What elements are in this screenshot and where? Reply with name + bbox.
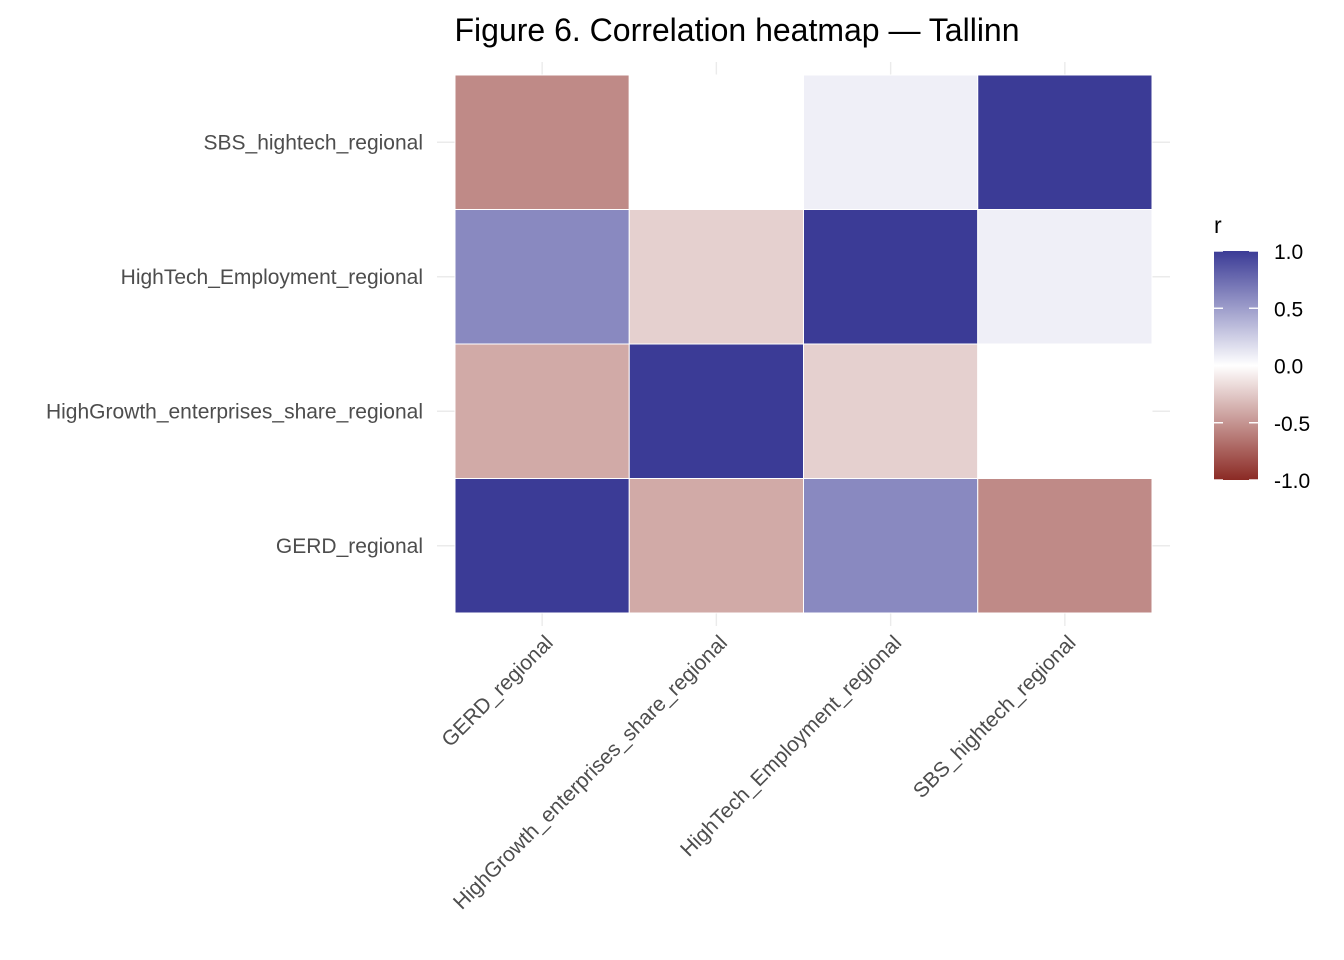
heatmap-cell <box>454 74 630 210</box>
y-axis-tick-labels: GERD_regional HighGrowth_enterprises_shar… <box>46 131 423 558</box>
heatmap-cell <box>803 74 979 210</box>
x-axis-tick-labels: GERD_regionalHighGrowth_enterprises_shar… <box>437 631 1080 914</box>
chart-title: Figure 6. Correlation heatmap — Tallinn <box>454 12 1019 48</box>
legend-tick-label: -1.0 <box>1274 470 1310 493</box>
legend-tick-label: 0.0 <box>1274 356 1303 379</box>
heatmap-cell <box>454 209 630 345</box>
heatmap-cell <box>628 478 804 614</box>
heatmap-cell <box>628 343 804 479</box>
x-tick-label: HighGrowth_enterprises_share_regional <box>449 631 732 914</box>
heatmap-cell <box>977 343 1153 479</box>
heatmap-cells <box>454 74 1153 614</box>
color-legend: r 1.0 0.5 0.0 -0.5 -1.0 <box>1214 212 1310 493</box>
heatmap-cell <box>803 343 979 479</box>
y-tick-label: GERD_regional <box>276 535 423 558</box>
y-tick-label: SBS_hightech_regional <box>204 131 424 154</box>
y-tick-label: HighGrowth_enterprises_share_regional <box>46 400 423 423</box>
y-tick-label: HighTech_Employment_regional <box>121 266 423 289</box>
heatmap-cell <box>803 209 979 345</box>
x-tick-label: SBS_hightech_regional <box>909 631 1080 802</box>
heatmap-cell <box>977 478 1153 614</box>
heatmap-cell <box>454 478 630 614</box>
legend-tick-label: -0.5 <box>1274 413 1310 436</box>
heatmap-cell <box>803 478 979 614</box>
legend-tick-label: 0.5 <box>1274 298 1303 321</box>
heatmap-cell <box>628 74 804 210</box>
heatmap-cell <box>977 209 1153 345</box>
heatmap-cell <box>977 74 1153 210</box>
legend-title: r <box>1214 212 1222 238</box>
heatmap-cell <box>628 209 804 345</box>
heatmap-cell <box>454 343 630 479</box>
legend-tick-label: 1.0 <box>1274 241 1303 264</box>
x-tick-label: GERD_regional <box>437 631 557 751</box>
